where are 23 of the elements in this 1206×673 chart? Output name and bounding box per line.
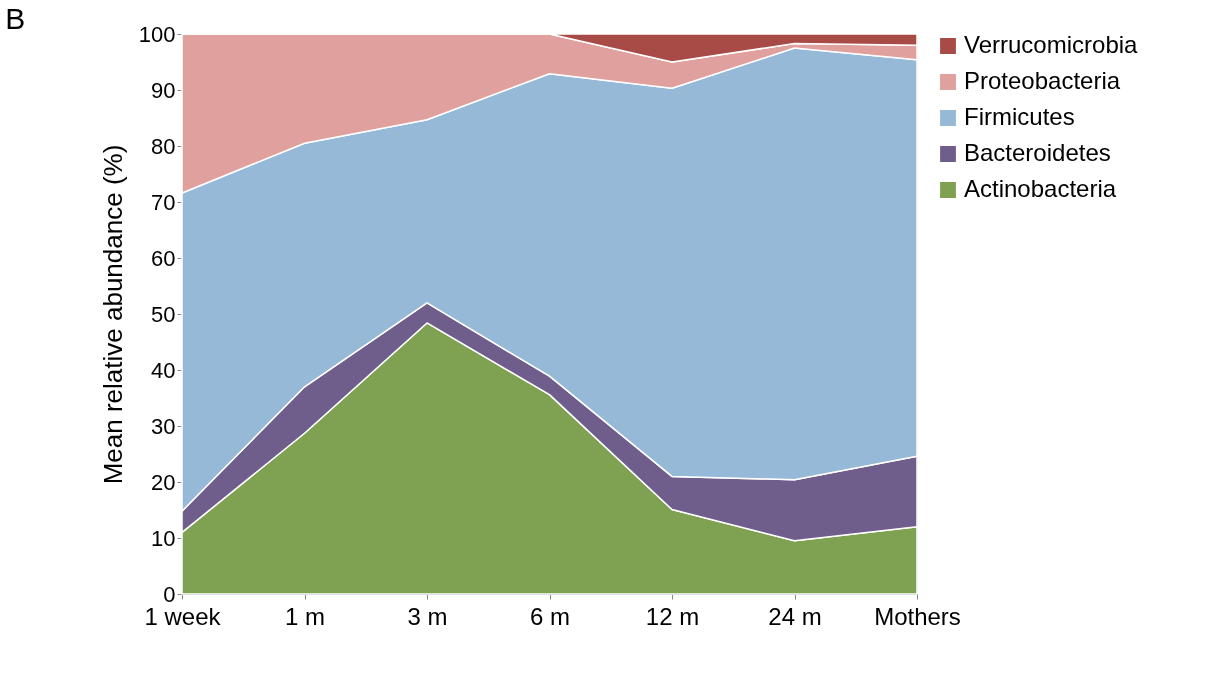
x-tick-label: 12 m [645, 602, 700, 630]
x-tick-label: 6 m [529, 602, 571, 630]
y-tick-label: 40 [151, 357, 176, 383]
x-tick-label: Mothers [874, 602, 961, 630]
legend-label: Actinobacteria [964, 175, 1117, 202]
y-tick-label: 60 [151, 245, 176, 271]
y-axis-title: Mean relative abundance (%) [97, 144, 128, 485]
y-tick-label: 10 [151, 525, 176, 551]
y-tick-label: 90 [151, 77, 176, 103]
x-tick-label: 3 m [407, 602, 448, 630]
y-tick-label: 100 [138, 21, 176, 47]
legend-label: Proteobacteria [964, 67, 1121, 94]
y-tick-label: 80 [151, 133, 176, 159]
y-tick-label: 30 [151, 413, 176, 439]
x-tick-label: 24 m [768, 602, 822, 630]
y-tick-label: 50 [151, 301, 176, 327]
y-tick-label: 70 [151, 189, 176, 215]
legend-label: Bacteroidetes [964, 139, 1111, 166]
y-tick-label: 20 [151, 469, 176, 495]
x-tick-label: 1 m [284, 602, 326, 630]
legend-label: Firmicutes [964, 103, 1075, 130]
chart-title: B [5, 2, 26, 35]
legend-label: Verrucomicrobia [964, 31, 1139, 58]
